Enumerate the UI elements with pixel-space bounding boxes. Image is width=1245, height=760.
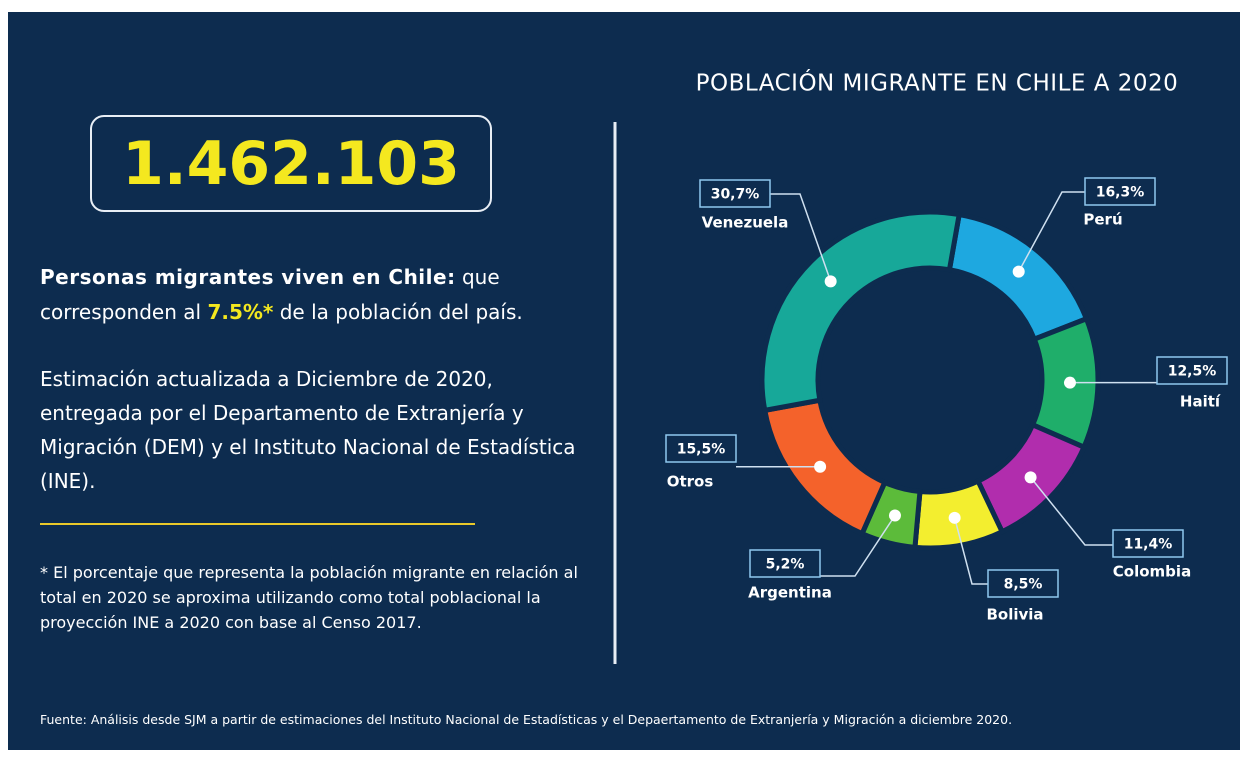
leader-line [770,193,832,282]
category-label: Otros [667,473,714,491]
category-label: Venezuela [702,214,789,232]
intro: Personas migrantes viven en Chile: que c… [40,260,580,330]
leader-dot [948,511,961,524]
source: Fuente: Análisis desde SJM a partir de e… [40,712,1013,727]
category-label: Argentina [748,584,832,602]
intro-text: de la población del país. [279,300,523,324]
category-label: Perú [1083,211,1122,229]
leader-dot [824,275,837,288]
category-label: Colombia [1113,563,1191,581]
value-label: 30,7% [711,187,760,203]
donut-segment [759,209,963,414]
label-box [1112,529,1184,558]
category-label: Bolivia [986,606,1043,624]
value-label: 8,5% [1004,577,1043,593]
category-label: Haití [1180,393,1221,411]
intro-text: que corresponden al [40,265,500,324]
estimate: Estimación actualizada a Diciembre de 20… [40,367,576,493]
leader-dot [1063,376,1076,389]
value-label: 15,5% [677,442,726,458]
label-box [1156,356,1228,385]
leader-dot [1012,265,1025,278]
intro-highlight: 7.5%* [207,300,274,324]
leader-line [820,515,896,577]
value-label: 11,4% [1124,537,1173,553]
panel: 1.462.103 Personas migrantes viven en Ch… [8,12,1240,750]
leader-line [1018,191,1085,273]
label-box [749,549,821,578]
leader-line [953,517,988,585]
value-label: 16,3% [1096,185,1145,201]
value-label: 5,2% [766,557,805,573]
label-box [699,179,771,208]
chart-title: POBLACIÓN MIGRANTE EN CHILE A 2020 [696,69,1179,97]
headline-number: 1.462.103 [90,115,492,212]
leader-dot [888,509,901,522]
leader-line [1029,476,1113,546]
intro-lead: Personas migrantes viven en Chile: [40,265,456,289]
label-box [987,569,1059,598]
footnote: * El porcentaje que representa la poblac… [40,563,578,632]
value-label: 12,5% [1168,364,1217,380]
leader-dot [814,460,827,473]
label-box [665,434,737,463]
leader-dot [1024,471,1037,484]
label-box [1084,177,1156,206]
